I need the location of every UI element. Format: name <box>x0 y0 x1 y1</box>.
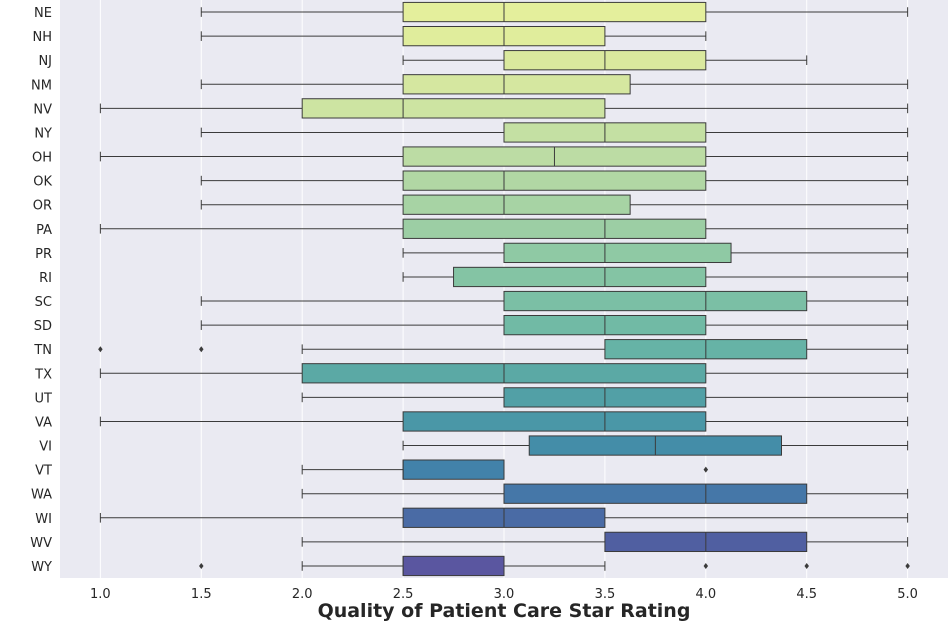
outlier-point <box>199 346 204 353</box>
y-tick-label: VA <box>35 415 52 430</box>
y-tick-label: WI <box>35 512 52 527</box>
grid-lines <box>99 0 909 578</box>
y-tick-label: NJ <box>38 54 52 69</box>
outlier-point <box>199 562 204 569</box>
box-iqr <box>503 242 732 264</box>
box-iqr <box>453 266 707 288</box>
y-tick-label: TN <box>33 343 52 358</box>
box-group-pr <box>402 242 909 264</box>
box-group-wa <box>301 483 909 504</box>
outlier-point <box>905 562 910 569</box>
x-tick-label: 3.5 <box>595 587 616 602</box>
y-tick-label: PA <box>36 223 52 238</box>
x-axis-title: Quality of Patient Care Star Rating <box>318 600 691 622</box>
box-group-nv <box>99 98 909 119</box>
y-tick-label: WY <box>31 560 52 575</box>
outlier-point <box>703 466 709 473</box>
x-tick-label: 4.0 <box>695 587 716 602</box>
box-group-vi <box>402 435 909 456</box>
box-group-ri <box>402 266 909 288</box>
box-iqr <box>402 411 707 432</box>
box-group-ne <box>200 1 909 23</box>
box-group-nj <box>402 50 808 71</box>
y-tick-label: OK <box>33 175 52 190</box>
box-iqr <box>503 290 808 312</box>
box-group-nh <box>200 25 707 47</box>
outlier-point <box>98 346 103 353</box>
x-tick-label: 1.0 <box>90 587 111 602</box>
x-tick-label: 4.5 <box>796 587 817 602</box>
box-group-sd <box>200 314 909 336</box>
box-iqr <box>503 483 808 504</box>
box-layer <box>98 1 910 577</box>
x-tick-labels: 1.0 1.5 2.0 2.5 3.0 3.5 4.0 4.5 5.0 <box>90 587 918 602</box>
y-tick-label: NV <box>33 102 52 117</box>
y-tick-label: WV <box>30 536 52 551</box>
x-tick-label: 2.5 <box>393 587 414 602</box>
box-group-or <box>200 194 909 215</box>
box-group-ny <box>200 122 909 143</box>
y-tick-label: VI <box>39 440 52 455</box>
box-group-pa <box>99 218 909 239</box>
outlier-point <box>804 562 809 569</box>
box-group-tx <box>99 363 909 384</box>
box-group-vt <box>301 459 709 480</box>
box-group-tn <box>98 339 909 360</box>
box-group-ok <box>200 170 909 191</box>
y-tick-label: NE <box>34 6 52 21</box>
y-tick-label: SC <box>35 295 52 310</box>
y-tick-label: RI <box>39 271 52 286</box>
y-tick-label: WA <box>31 488 52 503</box>
y-tick-label: NY <box>34 126 52 141</box>
x-tick-label: 2.0 <box>292 587 313 602</box>
box-group-wv <box>301 531 909 553</box>
box-iqr <box>402 555 505 577</box>
box-group-wi <box>99 507 909 528</box>
box-group-oh <box>99 146 909 167</box>
y-tick-label: OH <box>32 151 52 166</box>
box-iqr <box>402 218 707 239</box>
box-group-ut <box>301 387 909 408</box>
box-group-sc <box>200 290 909 312</box>
y-tick-label: UT <box>35 391 53 406</box>
box-iqr <box>402 1 707 23</box>
x-tick-label: 3.0 <box>494 587 515 602</box>
box-iqr <box>402 170 707 191</box>
outlier-point <box>703 562 709 569</box>
box-group-va <box>99 411 909 432</box>
box-group-wy <box>199 555 910 577</box>
box-iqr <box>402 459 505 480</box>
box-iqr <box>301 98 606 119</box>
y-tick-label: VT <box>35 464 52 479</box>
box-iqr <box>402 194 631 215</box>
y-tick-label: OR <box>33 199 52 214</box>
box-iqr <box>402 74 631 95</box>
y-tick-label: TX <box>34 367 52 382</box>
y-tick-label: SD <box>34 319 52 334</box>
y-tick-label: NM <box>31 78 52 93</box>
y-tick-labels: NE NH NJ NM NV NY OH OK OR PA PR RI SC SD TN TX UT VA VI VT… <box>30 6 52 575</box>
box-group-nm <box>200 74 909 95</box>
y-tick-label: NH <box>33 30 53 45</box>
x-tick-label: 5.0 <box>897 587 918 602</box>
x-tick-label: 1.5 <box>191 587 212 602</box>
y-tick-label: PR <box>35 247 52 262</box>
